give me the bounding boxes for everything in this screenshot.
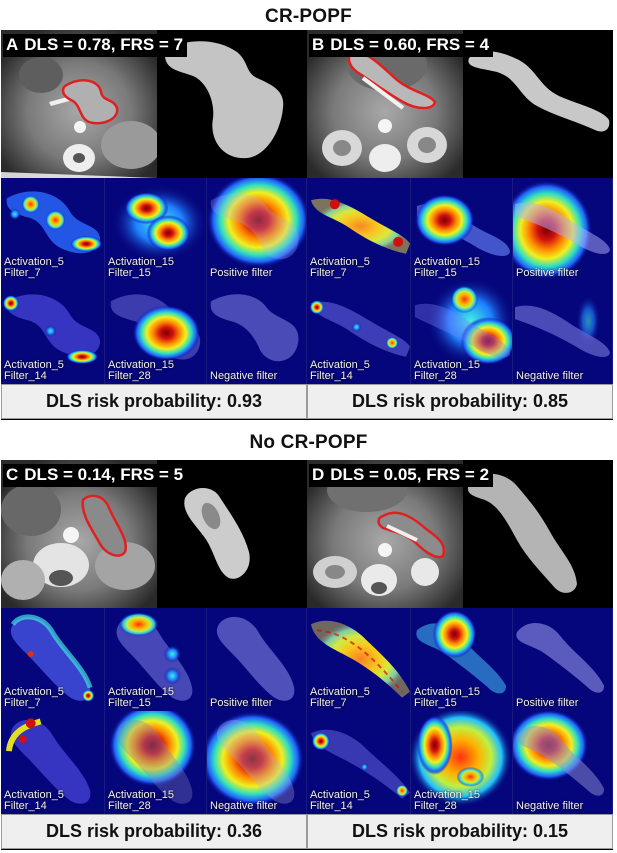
activation-tile: Activation_15 Filter_28 <box>105 281 207 384</box>
panel-scores: DLS = 0.05, FRS = 2 <box>330 465 490 484</box>
activation-tile: Activation_5 Filter_14 <box>307 281 411 384</box>
activation-tile: Activation_15 Filter_15 <box>411 608 513 711</box>
activation-map-grid: Activation_5 Filter_7 Activation_15 Filt… <box>1 178 307 384</box>
panel-d: D DLS = 0.05, FRS = 2 Activation_5 Filter… <box>307 460 613 850</box>
activation-tile: Activation_15 Filter_28 <box>105 711 207 814</box>
activation-tile: Activation_15 Filter_15 <box>105 178 207 281</box>
tile-caption: Positive filter <box>516 267 579 279</box>
panel-label: D DLS = 0.05, FRS = 2 <box>309 464 494 487</box>
panel-letter: C <box>6 465 19 484</box>
panel-letter: A <box>6 35 19 54</box>
risk-probability-caption: DLS risk probability: 0.36 <box>1 814 307 849</box>
tile-caption: Activation_15 Filter_15 <box>414 686 481 709</box>
activation-map-grid: Activation_5 Filter_7 Activation_15 Filt… <box>307 178 613 384</box>
panel-scores: DLS = 0.14, FRS = 5 <box>24 465 184 484</box>
tile-caption: Activation_15 Filter_28 <box>108 359 175 382</box>
tile-caption: Positive filter <box>210 697 273 709</box>
activation-tile: Activation_5 Filter_14 <box>307 711 411 814</box>
activation-tile: Activation_5 Filter_14 <box>1 281 105 384</box>
panel-label: C DLS = 0.14, FRS = 5 <box>3 464 188 487</box>
activation-tile: Negative filter <box>207 711 307 814</box>
group-title-cr-popf: CR-POPF <box>265 6 352 27</box>
activation-tile: Positive filter <box>207 178 307 281</box>
tile-caption: Positive filter <box>210 267 273 279</box>
activation-tile: Positive filter <box>513 608 613 711</box>
tile-caption: Activation_5 Filter_14 <box>310 789 370 812</box>
activation-map-grid: Activation_5 Filter_7 Activation_15 Filt… <box>1 608 307 814</box>
tile-caption: Activation_5 Filter_14 <box>4 359 64 382</box>
tile-caption: Negative filter <box>210 370 278 382</box>
tile-caption: Activation_5 Filter_7 <box>4 686 64 709</box>
activation-tile: Activation_15 Filter_15 <box>411 178 513 281</box>
panel-letter: D <box>312 465 325 484</box>
tile-caption: Activation_5 Filter_14 <box>310 359 370 382</box>
tile-caption: Negative filter <box>516 370 584 382</box>
tile-caption: Activation_15 Filter_15 <box>108 686 175 709</box>
risk-probability-caption: DLS risk probability: 0.15 <box>307 814 613 849</box>
risk-probability-caption: DLS risk probability: 0.85 <box>307 384 613 419</box>
panel-b: B DLS = 0.60, FRS = 4 Activation_5 Filter… <box>307 30 613 420</box>
panel-c: C DLS = 0.14, FRS = 5 Activation_5 Filter… <box>1 460 307 850</box>
activation-tile: Negative filter <box>513 711 613 814</box>
tile-caption: Negative filter <box>516 800 584 812</box>
activation-tile: Activation_5 Filter_14 <box>1 711 105 814</box>
activation-map-grid: Activation_5 Filter_7 Activation_15 Filt… <box>307 608 613 814</box>
activation-tile: Activation_5 Filter_7 <box>307 608 411 711</box>
tile-caption: Activation_5 Filter_7 <box>310 256 370 279</box>
activation-tile: Positive filter <box>513 178 613 281</box>
activation-tile: Activation_5 Filter_7 <box>307 178 411 281</box>
panel-letter: B <box>312 35 325 54</box>
tile-caption: Positive filter <box>516 697 579 709</box>
tile-caption: Activation_15 Filter_28 <box>414 789 481 812</box>
pancreas-contour <box>377 511 446 559</box>
panel-scores: DLS = 0.78, FRS = 7 <box>24 35 184 54</box>
pancreas-contour <box>347 51 437 110</box>
activation-tile: Activation_15 Filter_15 <box>105 608 207 711</box>
panel-scores: DLS = 0.60, FRS = 4 <box>330 35 490 54</box>
tile-caption: Activation_5 Filter_7 <box>4 256 64 279</box>
activation-tile: Activation_15 Filter_28 <box>411 711 513 814</box>
panel-a: A DLS = 0.78, FRS = 7 Activation_5 Filter… <box>1 30 307 420</box>
tile-caption: Activation_5 Filter_7 <box>310 686 370 709</box>
group-title-no-cr-popf: No CR-POPF <box>249 432 368 453</box>
pancreas-contour <box>81 494 128 557</box>
activation-tile: Activation_15 Filter_28 <box>411 281 513 384</box>
tile-caption: Activation_15 Filter_15 <box>414 256 481 279</box>
tile-caption: Negative filter <box>210 800 278 812</box>
activation-tile: Negative filter <box>513 281 613 384</box>
pancreas-contour <box>61 79 119 125</box>
panel-label: A DLS = 0.78, FRS = 7 <box>3 34 188 57</box>
activation-tile: Negative filter <box>207 281 307 384</box>
risk-probability-caption: DLS risk probability: 0.93 <box>1 384 307 419</box>
tile-caption: Activation_15 Filter_15 <box>108 256 175 279</box>
tile-caption: Activation_5 Filter_14 <box>4 789 64 812</box>
activation-tile: Activation_5 Filter_7 <box>1 608 105 711</box>
panel-label: B DLS = 0.60, FRS = 4 <box>309 34 494 57</box>
tile-caption: Activation_15 Filter_28 <box>108 789 175 812</box>
tile-caption: Activation_15 Filter_28 <box>414 359 481 382</box>
activation-tile: Positive filter <box>207 608 307 711</box>
activation-tile: Activation_5 Filter_7 <box>1 178 105 281</box>
